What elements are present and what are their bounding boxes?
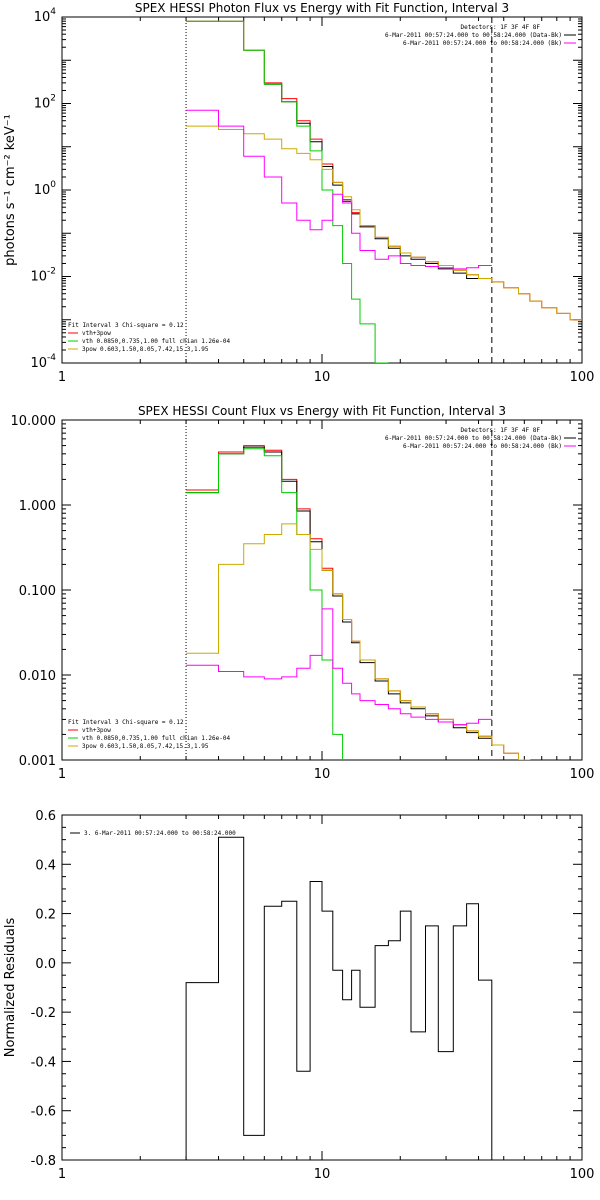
y-tick-label: 0.4 [35, 858, 56, 873]
y-axis-label: photons s⁻¹ cm⁻² keV⁻¹ [3, 114, 18, 266]
y-tick-base: 10 [34, 10, 51, 25]
series-data-bk [186, 446, 492, 739]
legend-entry: 3pow 0.603,1.50,8.05,7.42,15.3,1.95 [82, 743, 209, 750]
y-tick-label: 0.100 [19, 584, 56, 599]
legend-entry: vth+3pow [82, 727, 111, 734]
y-tick-label: 0.0 [35, 957, 56, 972]
y-tick-label: -0.2 [31, 1006, 56, 1021]
x-axis: 1 10 100 [58, 420, 595, 782]
series-vth [186, 448, 344, 760]
y-axis-label: Normalized Residuals [3, 918, 18, 1058]
legend: 3. 6-Mar-2011 00:57:24.000 to 00:58:24.0… [70, 830, 236, 837]
legend-entry: 3. 6-Mar-2011 00:57:24.000 to 00:58:24.0… [84, 830, 236, 837]
x-tick-label: 10 [314, 1167, 331, 1182]
y-tick-label: -0.4 [31, 1055, 56, 1070]
x-tick-label: 100 [570, 1167, 595, 1182]
legend-entry: 3pow 0.603,1.50,8.05,7.42,15.3,1.95 [82, 346, 209, 353]
y-tick-label: 1.000 [19, 499, 56, 514]
series-bk [186, 109, 492, 270]
y-tick-base: 10 [30, 270, 47, 285]
x-tick-label: 1 [58, 370, 66, 385]
legend-entry: 6-Mar-2011 00:57:24.000 to 00:58:24.000 … [403, 443, 562, 450]
y-tick-label: 10.000 [11, 414, 57, 429]
legend-entry: 6-Mar-2011 00:57:24.000 to 00:58:24.000 … [385, 32, 562, 39]
series-vth-3pow [186, 445, 531, 760]
y-tick-label: 0.2 [35, 908, 56, 923]
y-tick-exponent: 4 [50, 7, 56, 17]
series-vth-3pow [186, 20, 582, 321]
y-axis: 0.6 0.4 0.2 0.0 -0.2 -0.4 -0.6 -0.8 [31, 809, 582, 1169]
legend-header: Fit Interval 3 Chi-square = 0.12 [68, 719, 184, 726]
x-tick-label: 1 [58, 1167, 66, 1182]
legend-entry: 6-Mar-2011 00:57:24.000 to 00:58:24.000 … [403, 40, 562, 47]
x-tick-label: 10 [314, 370, 331, 385]
y-axis: 0.001 0.010 0.100 1.000 10.000 [11, 414, 582, 769]
plot-1: SPEX HESSI Photon Flux vs Energy with Fi… [3, 1, 594, 385]
y-tick-exponent: 0 [50, 180, 56, 190]
x-tick-label: 100 [570, 767, 595, 782]
x-tick-label: 1 [58, 767, 66, 782]
y-tick-label: 10-2 [30, 267, 56, 285]
plot-3: Normalized Residuals 1 10 100 0.6 0.4 0.2 0.0 -0… [3, 809, 594, 1182]
series-group [186, 445, 531, 760]
y-tick-base: 10 [30, 356, 47, 371]
x-axis: 1 10 100 [58, 17, 595, 385]
legend-header: Detectors: 1F 3F 4F 8F [461, 24, 541, 31]
series-group [186, 20, 582, 363]
legend-entry: vth 0.0850,0.735,1.00 full chian 1.26e-0… [82, 735, 230, 742]
x-axis: 1 10 100 [58, 815, 595, 1182]
y-tick-exponent: 2 [50, 94, 56, 104]
chart-title: SPEX HESSI Count Flux vs Energy with Fit… [138, 404, 506, 418]
y-tick-label: 102 [34, 94, 56, 112]
y-tick-label: 10-4 [30, 353, 56, 371]
legend-header: Detectors: 1F 3F 4F 8F [461, 427, 541, 434]
legend-bottom-left: Fit Interval 3 Chi-square = 0.12vth+3pow… [68, 322, 230, 353]
y-tick-label: 100 [34, 180, 57, 198]
legend-top-right: Detectors: 1F 3F 4F 8F6-Mar-2011 00:57:2… [385, 427, 576, 450]
series-group [185, 836, 493, 1160]
y-tick-label: 0.6 [35, 809, 56, 824]
y-tick-base: 10 [34, 183, 51, 198]
series-vth [186, 20, 389, 363]
legend-entry: vth 0.0850,0.735,1.00 full chian 1.26e-0… [82, 338, 230, 345]
legend-header: Fit Interval 3 Chi-square = 0.12 [68, 322, 184, 329]
y-tick-label: 0.001 [19, 754, 56, 769]
series-bk [186, 608, 492, 726]
legend-top-right: Detectors: 1F 3F 4F 8F6-Mar-2011 00:57:2… [385, 24, 576, 47]
series-3-6-mar-2011-00-57-24-000-to-00-58-24-000 [185, 836, 493, 1160]
plot-frame [61, 814, 583, 1161]
x-tick-label: 100 [570, 370, 595, 385]
y-tick-label: 104 [34, 7, 57, 25]
y-tick-label: -0.8 [31, 1154, 56, 1169]
y-tick-base: 10 [34, 97, 51, 112]
x-tick-label: 10 [314, 767, 331, 782]
legend-entry: 6-Mar-2011 00:57:24.000 to 00:58:24.000 … [385, 435, 562, 442]
chart-title: SPEX HESSI Photon Flux vs Energy with Fi… [135, 1, 509, 15]
series-3pow [186, 125, 582, 321]
legend-entry: vth+3pow [82, 330, 111, 337]
y-tick-label: -0.6 [31, 1105, 56, 1120]
series-3pow [186, 523, 531, 760]
plot-2: SPEX HESSI Count Flux vs Energy with Fit… [11, 404, 595, 782]
y-tick-label: 0.010 [19, 669, 56, 684]
y-tick-exponent: -4 [47, 353, 56, 363]
y-tick-exponent: -2 [47, 267, 56, 277]
legend-bottom-left: Fit Interval 3 Chi-square = 0.12vth+3pow… [68, 719, 230, 750]
